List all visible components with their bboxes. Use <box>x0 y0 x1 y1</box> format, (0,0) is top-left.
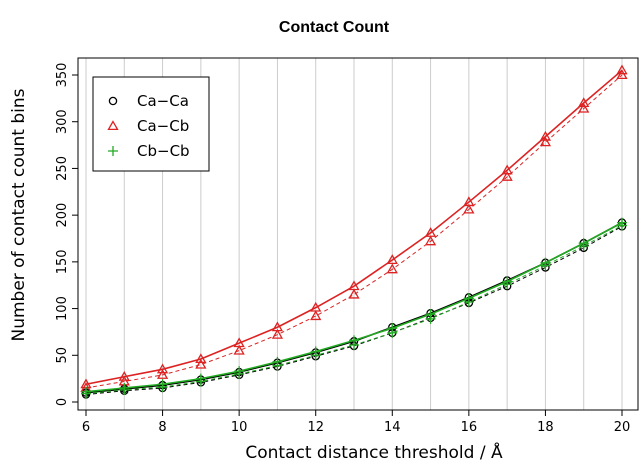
data-point <box>234 368 245 379</box>
data-point <box>195 358 207 369</box>
y-tick-label: 300 <box>55 109 70 134</box>
data-point <box>578 102 590 113</box>
series-line <box>85 69 623 386</box>
y-tick-label: 150 <box>55 249 70 274</box>
legend-marker <box>108 96 118 106</box>
data-point <box>425 313 436 324</box>
data-point <box>195 353 207 364</box>
data-point <box>386 254 398 265</box>
data-point <box>118 370 130 381</box>
y-tick-label: 200 <box>55 203 70 228</box>
data-point <box>157 382 168 393</box>
data-point <box>424 235 437 246</box>
data-point <box>539 130 552 141</box>
data-point <box>348 288 360 299</box>
data-point <box>156 363 169 374</box>
series-dashed-line <box>85 74 623 389</box>
data-point <box>540 260 551 271</box>
x-tick-label: 6 <box>82 420 90 435</box>
legend-marker <box>108 146 118 156</box>
data-point <box>156 369 169 379</box>
data-point <box>578 97 590 108</box>
data-point <box>502 279 513 290</box>
x-tick-label: 12 <box>307 420 324 435</box>
x-tick-label: 14 <box>384 420 401 435</box>
y-tick-label: 0 <box>55 398 70 406</box>
x-tick-label: 20 <box>614 420 631 435</box>
y-tick-label: 250 <box>55 156 70 181</box>
x-tick-label: 8 <box>158 420 166 435</box>
data-point <box>310 310 322 321</box>
legend: Ca−Ca Ca−Cb Cb−Cb <box>92 76 210 172</box>
y-tick-label: 350 <box>55 63 70 88</box>
grid-lines <box>85 58 623 410</box>
legend-label: Ca−Ca <box>137 92 189 110</box>
data-point <box>119 384 130 395</box>
x-tick-label: 10 <box>231 420 248 435</box>
data-point <box>463 297 474 308</box>
series-cb-cb <box>81 217 627 399</box>
data-point <box>501 171 513 181</box>
data-point <box>539 136 552 147</box>
data-point <box>233 344 245 355</box>
data-point <box>387 327 398 338</box>
y-axis-label: Number of contact count bins <box>9 88 29 341</box>
data-point <box>501 164 513 175</box>
data-point <box>617 220 627 231</box>
x-axis-label: Contact distance threshold / Å <box>245 441 503 463</box>
x-tick-label: 18 <box>537 420 554 435</box>
legend-marker <box>107 120 119 131</box>
data-point <box>271 328 284 339</box>
data-point <box>616 69 628 80</box>
legend-box <box>92 76 210 172</box>
x-tick-label: 16 <box>461 420 478 435</box>
series-ca-cb <box>80 64 628 393</box>
data-point <box>616 64 628 75</box>
data-point <box>386 263 398 274</box>
data-point <box>349 340 359 351</box>
chart-title: Contact Count <box>279 19 390 36</box>
plot-frame <box>77 57 639 411</box>
data-point <box>195 376 206 387</box>
data-point <box>578 240 589 251</box>
data-point <box>272 360 283 371</box>
data-point <box>81 388 91 399</box>
legend-label: Cb−Cb <box>137 142 190 160</box>
series-group <box>80 64 628 399</box>
data-point <box>463 203 475 214</box>
legend-label: Ca−Cb <box>137 117 189 135</box>
y-tick-label: 50 <box>55 347 70 364</box>
data-point <box>310 350 321 361</box>
y-tick-label: 100 <box>55 296 70 321</box>
